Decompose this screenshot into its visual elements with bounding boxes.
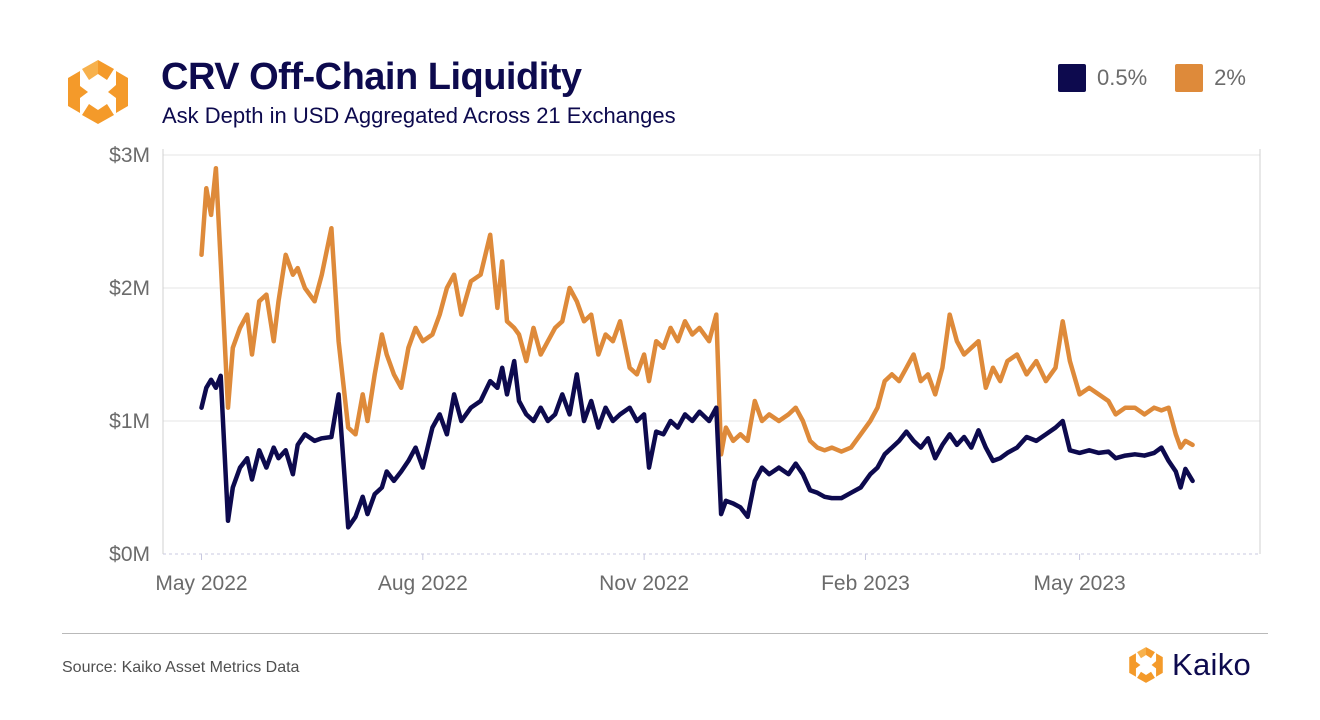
x-tick-label: May 2022	[155, 572, 247, 595]
line-chart: $0M $1M $2M $3M May 2022 Aug 2022 Nov 2022 Feb …	[109, 144, 1261, 595]
y-tick-label: $0M	[109, 543, 150, 566]
y-tick-label: $2M	[109, 277, 150, 300]
source-note: Source: Kaiko Asset Metrics Data	[62, 659, 300, 676]
brand-mark: Kaiko	[1127, 646, 1251, 684]
legend-swatch-2pct	[1175, 64, 1204, 92]
x-tick-label: Feb 2023	[821, 572, 910, 595]
axis-layer: $0M $1M $2M $3M May 2022 Aug 2022 Nov 2022 Feb …	[109, 144, 1261, 595]
brand-wordmark: Kaiko	[1172, 647, 1252, 682]
series-line-0-5pct	[199, 358, 1195, 530]
page-subtitle: Ask Depth in USD Aggregated Across 21 Ex…	[162, 103, 676, 128]
series-layer	[199, 166, 1195, 530]
legend-item-2pct: 2%	[1175, 64, 1246, 92]
legend-label-2pct: 2%	[1214, 65, 1246, 90]
legend-label-0-5pct: 0.5%	[1097, 65, 1148, 90]
x-tick-label: Aug 2022	[378, 572, 468, 595]
page-title: CRV Off-Chain Liquidity	[161, 56, 582, 98]
series-line-2pct	[199, 166, 1195, 457]
kaiko-logo-icon	[68, 60, 128, 124]
x-tick-label: May 2023	[1033, 572, 1125, 595]
grid-layer	[163, 154, 1260, 555]
legend-item-0-5pct: 0.5%	[1058, 64, 1147, 92]
chart-legend: 0.5% 2%	[1058, 64, 1274, 92]
kaiko-brand-icon	[1129, 647, 1163, 683]
footer-divider	[62, 633, 1268, 634]
x-tick-label: Nov 2022	[599, 572, 689, 595]
y-tick-label: $1M	[109, 410, 150, 433]
y-tick-label: $3M	[109, 144, 150, 167]
legend-swatch-0-5pct	[1058, 64, 1086, 92]
